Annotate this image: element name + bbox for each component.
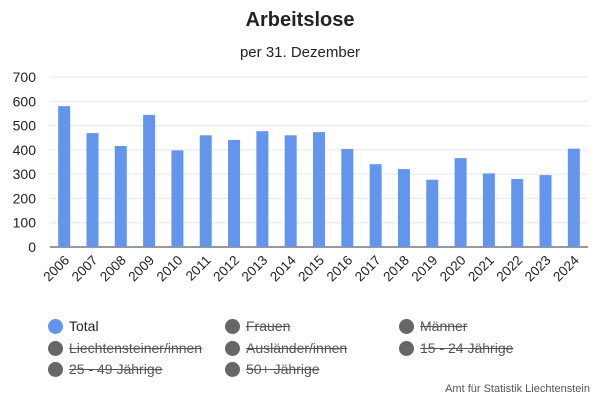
x-tick-label: 2010 [154,253,186,285]
y-tick-label: 300 [13,166,37,182]
legend-item[interactable]: Liechtensteiner/innen [48,340,202,356]
x-tick-label: 2016 [324,253,356,285]
legend-label: 50+ Jährige [246,361,320,377]
legend-marker-icon [48,361,63,377]
bar-2011[interactable] [199,135,212,247]
grid-lines [50,76,588,248]
x-tick-label: 2020 [437,253,469,285]
y-tick-label: 200 [13,190,37,206]
x-tick-label: 2013 [239,253,271,285]
legend-item[interactable]: 50+ Jährige [225,361,320,377]
legend-label: 25 - 49 Jährige [69,361,163,377]
source-credit[interactable]: Amt für Statistik Liechtenstein [445,383,590,395]
bar-2012[interactable] [228,139,241,247]
legend-label: Frauen [246,318,291,334]
x-tick-label: 2018 [380,253,412,285]
legend-label: Männer [420,318,468,334]
legend-item[interactable]: Ausländer/innen [225,340,347,356]
bar-2010[interactable] [171,150,184,247]
legend-item[interactable]: Männer [399,318,467,334]
bar-2023[interactable] [539,175,552,247]
bar-2024[interactable] [567,148,580,247]
bar-2008[interactable] [114,145,127,247]
y-tick-label: 0 [28,239,36,255]
legend-label: Ausländer/innen [246,340,348,356]
x-tick-label: 2015 [295,253,327,285]
x-tick-label: 2023 [522,253,554,285]
bar-2020[interactable] [454,158,467,247]
y-tick-label: 700 [13,69,37,85]
legend-item[interactable]: 25 - 49 Jährige [48,361,162,377]
bar-2017[interactable] [369,164,382,247]
legend-label: 15 - 24 Jährige [420,340,514,356]
y-axis: 0 100 200 300 400 500 600 700 [13,69,37,255]
x-tick-label: 2012 [210,253,242,285]
chart-subtitle: per 31. Dezember [240,44,360,61]
x-tick-label: 2006 [40,253,72,285]
legend-item[interactable]: 15 - 24 Jährige [399,340,513,356]
legend-label: Total [69,318,99,334]
bar-2021[interactable] [482,173,495,247]
x-tick-label: 2014 [267,252,299,284]
y-tick-label: 400 [13,142,37,158]
x-tick-label: 2007 [69,253,101,285]
x-tick-label: 2019 [409,253,441,285]
bar-2009[interactable] [143,114,156,247]
legend-marker-icon [399,340,414,356]
chart-title: Arbeitslose [246,9,355,31]
y-tick-label: 600 [13,93,37,109]
x-tick-label: 2021 [465,253,497,285]
x-tick-label: 2017 [352,253,384,285]
legend-marker-icon [399,318,414,334]
bar-2018[interactable] [397,169,410,247]
legend-label: Liechtensteiner/innen [69,340,203,356]
x-axis: 2006200720082009201020112012201320142015… [40,252,582,284]
x-tick-label: 2011 [183,253,214,284]
x-tick-label: 2024 [550,252,582,284]
legend-marker-icon [225,340,240,356]
bar-2007[interactable] [86,133,99,247]
bar-2006[interactable] [58,106,71,248]
legend-item[interactable]: Frauen [225,318,290,334]
legend-item[interactable]: Total [48,318,99,334]
legend-marker-icon [225,318,240,334]
bar-2022[interactable] [511,179,524,247]
bars [58,106,580,248]
legend-marker-icon [48,318,63,334]
bar-2013[interactable] [256,131,269,247]
x-tick-label: 2022 [493,253,525,285]
x-tick-label: 2009 [125,253,157,285]
bar-2019[interactable] [426,179,439,247]
bar-2016[interactable] [341,148,354,247]
legend-marker-icon [225,361,240,377]
bar-2015[interactable] [313,132,325,247]
x-tick-label: 2008 [97,253,129,285]
bar-2014[interactable] [284,135,297,247]
y-tick-label: 100 [13,215,37,231]
y-tick-label: 500 [13,118,37,134]
legend-marker-icon [48,340,63,356]
